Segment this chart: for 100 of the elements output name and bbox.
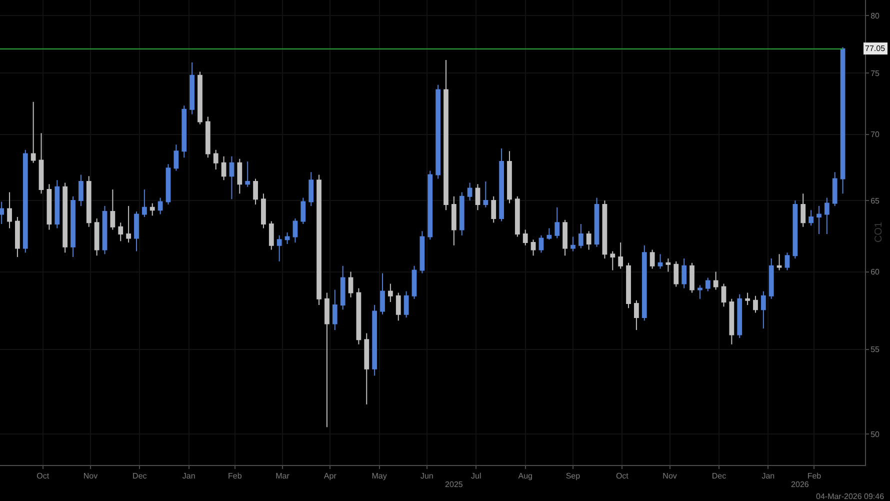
candlestick bbox=[30, 101, 36, 164]
candlestick bbox=[705, 277, 710, 292]
x-tick-label: Dec bbox=[712, 472, 726, 481]
x2-tick-label: 2025 bbox=[445, 480, 464, 489]
candlestick bbox=[308, 172, 314, 206]
candlestick bbox=[586, 230, 592, 250]
candlestick bbox=[229, 156, 234, 200]
candlestick bbox=[697, 284, 702, 300]
candlestick bbox=[316, 174, 322, 306]
candlestick bbox=[340, 265, 346, 310]
candlestick bbox=[364, 332, 370, 405]
candlestick bbox=[126, 205, 131, 244]
ref-line-label: 77.05 bbox=[865, 44, 886, 53]
candlestick bbox=[158, 197, 163, 215]
candlestick bbox=[737, 294, 742, 338]
candlestick bbox=[268, 220, 274, 250]
candlestick bbox=[594, 197, 600, 248]
candlestick bbox=[436, 84, 440, 180]
x-tick-label: Jul bbox=[471, 472, 482, 481]
x-tick-label: Jan bbox=[762, 472, 775, 481]
candlestick bbox=[562, 219, 568, 256]
y-axis-title: CO1 bbox=[874, 222, 884, 242]
candlestick bbox=[760, 290, 766, 329]
candlestick bbox=[483, 180, 488, 208]
candlestick bbox=[499, 148, 504, 222]
x-tick-label: Aug bbox=[518, 472, 532, 481]
candlestick bbox=[166, 164, 171, 206]
candlestick bbox=[261, 193, 266, 229]
x-tick-label: Nov bbox=[662, 472, 677, 481]
candlestick bbox=[514, 196, 520, 238]
candlestick bbox=[776, 254, 782, 271]
candlestick bbox=[388, 283, 393, 302]
candlestick bbox=[237, 158, 242, 194]
candlestick bbox=[816, 205, 822, 234]
candlestick bbox=[134, 210, 139, 252]
candlestick bbox=[618, 242, 624, 270]
candlestick bbox=[253, 178, 258, 206]
candlestick bbox=[626, 262, 631, 309]
candlestick bbox=[245, 161, 250, 188]
candlestick bbox=[284, 232, 290, 244]
x-tick-label: Nov bbox=[83, 472, 98, 481]
candlestick bbox=[404, 290, 409, 318]
candlestick bbox=[332, 289, 338, 331]
y-tick-label: 75 bbox=[870, 68, 880, 78]
candlestick bbox=[102, 205, 108, 255]
candlestick bbox=[602, 200, 608, 259]
candlestick bbox=[729, 298, 734, 345]
candlestick bbox=[54, 180, 60, 229]
candlestick bbox=[38, 132, 44, 194]
x-tick-label: May bbox=[372, 472, 387, 481]
candlestick bbox=[475, 184, 480, 211]
y-tick-label: 65 bbox=[870, 196, 880, 206]
candlestick bbox=[78, 174, 84, 206]
candlestick bbox=[467, 182, 472, 201]
candlestick bbox=[182, 105, 187, 158]
candlestick bbox=[205, 116, 210, 158]
candlestick bbox=[840, 46, 846, 194]
candlestick bbox=[800, 193, 806, 228]
candlestick bbox=[666, 258, 671, 272]
candlestick bbox=[118, 222, 124, 242]
candlestick bbox=[832, 172, 838, 206]
candlestick bbox=[522, 229, 528, 246]
candlestick bbox=[507, 150, 512, 204]
candlestick bbox=[745, 292, 750, 306]
candlestick bbox=[753, 295, 758, 314]
candlestick bbox=[292, 218, 298, 244]
candlestick bbox=[174, 144, 179, 172]
candlestick bbox=[420, 230, 425, 274]
candlestick bbox=[634, 300, 639, 331]
candlestick bbox=[62, 182, 68, 254]
candlestick bbox=[538, 234, 544, 254]
x-tick-label: Feb bbox=[228, 472, 242, 481]
candlestick bbox=[221, 156, 226, 181]
candlestick bbox=[7, 192, 12, 229]
candlestick bbox=[190, 62, 194, 115]
candlestick bbox=[348, 271, 354, 298]
candlestick bbox=[300, 197, 306, 225]
candlestick bbox=[213, 149, 218, 170]
x2-tick-label: 2026 bbox=[791, 480, 810, 489]
candlestick bbox=[46, 184, 52, 230]
x-tick-label: Jan bbox=[182, 472, 196, 481]
candlestick bbox=[610, 250, 616, 271]
candlestick bbox=[372, 304, 378, 376]
candlestick bbox=[0, 201, 4, 225]
y-tick-label: 60 bbox=[870, 268, 880, 277]
candlestick bbox=[682, 258, 687, 289]
candlestick bbox=[642, 244, 647, 322]
candlestick bbox=[110, 189, 116, 230]
x-tick-label: Sep bbox=[566, 472, 581, 481]
candlestick bbox=[491, 196, 496, 224]
candlestick bbox=[356, 288, 362, 345]
candlestick bbox=[792, 200, 798, 259]
candlestick bbox=[324, 292, 330, 428]
candlestick bbox=[150, 202, 155, 216]
candlestick bbox=[784, 252, 790, 271]
candlestick bbox=[650, 249, 655, 270]
candlestick bbox=[444, 59, 448, 211]
candlestick bbox=[70, 196, 76, 258]
y-tick-label: 80 bbox=[870, 11, 880, 20]
text: 04-Mar-2026 09:46 bbox=[816, 492, 885, 501]
